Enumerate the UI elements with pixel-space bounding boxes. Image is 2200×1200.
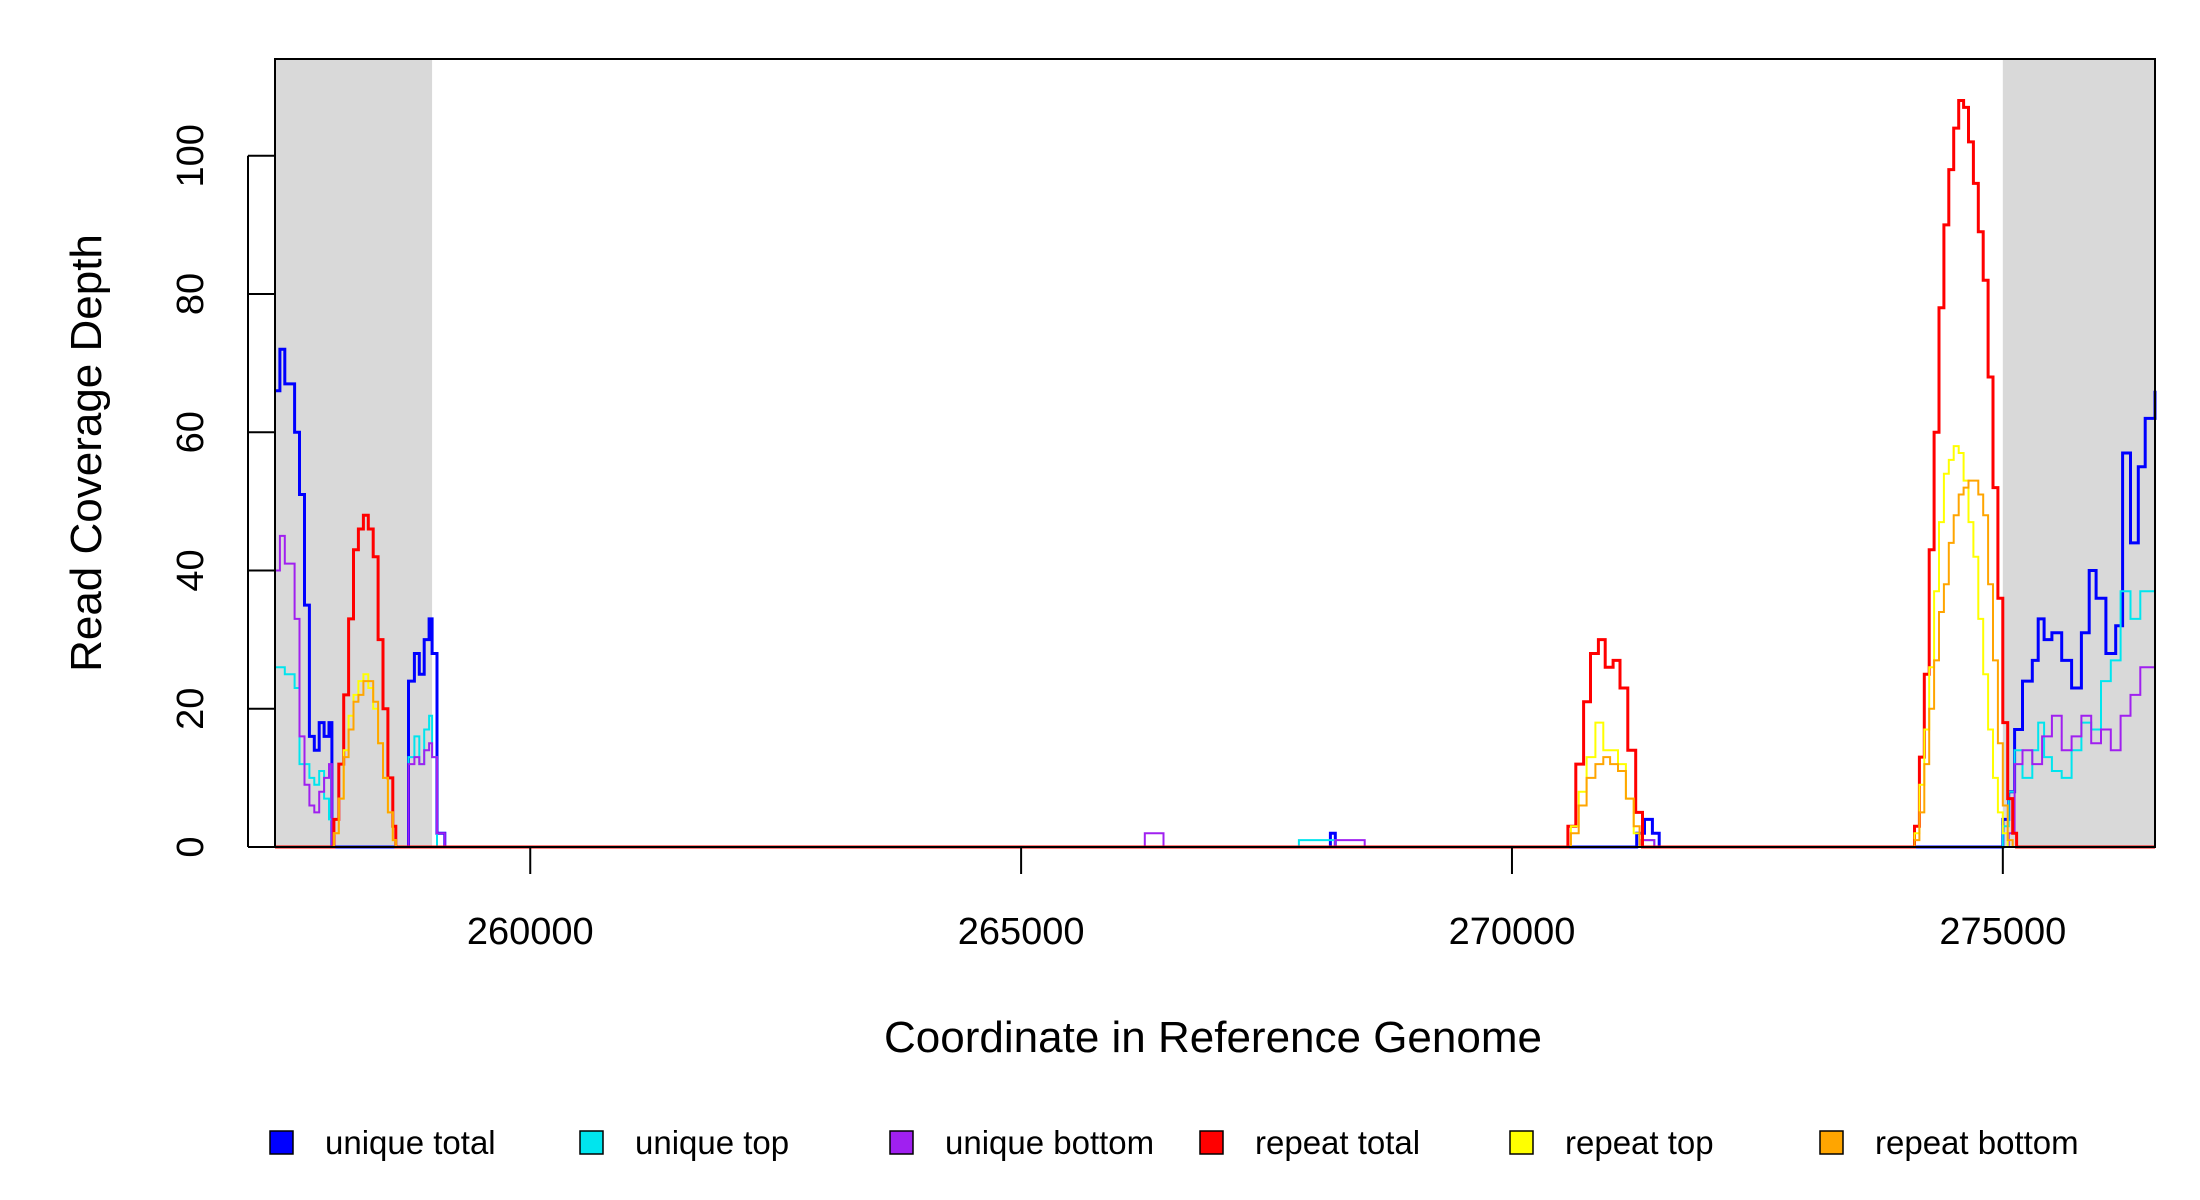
legend-label: repeat bottom	[1875, 1124, 2079, 1161]
legend-label: repeat total	[1255, 1124, 1420, 1161]
legend: unique total unique top unique bottom repea…	[269, 1124, 2079, 1161]
x-tick-label: 265000	[958, 911, 1085, 953]
y-tick-label: 100	[170, 124, 212, 187]
series-line-repeat-top	[275, 445, 2155, 848]
series-line-unique-top	[275, 590, 2156, 848]
x-tick-label: 260000	[467, 911, 594, 953]
shaded-regions	[275, 59, 2155, 847]
y-tick-label: 20	[170, 688, 212, 730]
y-tick-label: 80	[170, 273, 212, 315]
legend-label: repeat top	[1565, 1124, 1714, 1161]
legend-swatch-repeat-top	[1509, 1130, 1534, 1155]
y-tick-label: 40	[170, 549, 212, 591]
y-tick-label: 0	[170, 836, 212, 857]
x-tick-label: 275000	[1939, 911, 2066, 953]
legend-swatch-unique-total	[269, 1130, 294, 1155]
series-line-repeat-bottom	[275, 479, 2155, 848]
series-line-repeat-total	[275, 99, 2155, 849]
x-axis: 260000 265000 270000 275000	[467, 846, 2066, 953]
series-line-unique-bottom	[275, 534, 2155, 848]
legend-swatch-unique-top	[579, 1130, 604, 1155]
legend-label: unique top	[635, 1124, 789, 1161]
legend-label: unique bottom	[945, 1124, 1154, 1161]
series-line-unique-total	[275, 347, 2157, 849]
legend-swatch-repeat-bottom	[1819, 1130, 1844, 1155]
y-axis: 0 20 40 60 80 100	[170, 124, 275, 858]
y-tick-label: 60	[170, 411, 212, 453]
x-axis-title: Coordinate in Reference Genome	[884, 1013, 1542, 1062]
shaded-region-1	[2002, 59, 2155, 847]
plot-frame	[274, 58, 2156, 848]
plot-area	[275, 99, 2157, 849]
x-tick-label: 270000	[1449, 911, 1576, 953]
legend-label: unique total	[325, 1124, 496, 1161]
legend-swatch-unique-bottom	[889, 1130, 914, 1155]
legend-swatch-repeat-total	[1199, 1130, 1224, 1155]
y-axis-title: Read Coverage Depth	[62, 234, 111, 672]
